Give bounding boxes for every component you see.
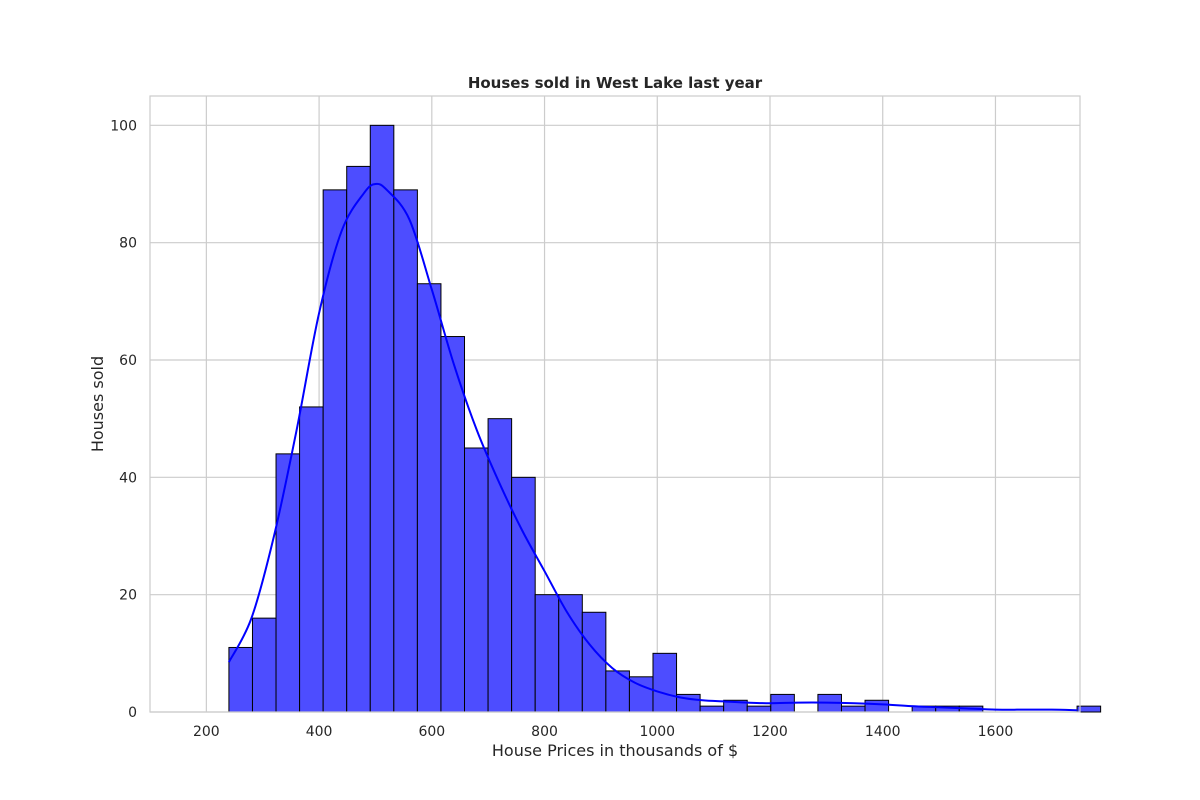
histogram-bar <box>558 594 583 713</box>
histogram-bar <box>581 611 607 713</box>
histogram-bar <box>299 406 324 713</box>
histogram-bar <box>487 418 513 713</box>
x-axis-ticks: 200 400 600 800 1000 1200 1400 1600 <box>193 724 1013 740</box>
histogram-bar <box>440 336 466 713</box>
histogram-bar <box>534 594 560 713</box>
y-tick-label: 100 <box>110 118 137 134</box>
histogram-bar <box>699 705 725 713</box>
x-tick-label: 1600 <box>978 724 1014 740</box>
histogram-bar <box>393 189 418 713</box>
histogram-bar <box>1076 705 1102 713</box>
x-tick-label: 1200 <box>752 724 788 740</box>
histogram-bar <box>251 617 277 713</box>
kde-curve <box>228 182 1078 712</box>
histogram-bar <box>864 699 890 713</box>
histogram-bar <box>346 165 371 713</box>
histogram-bars <box>228 124 1102 713</box>
x-axis-label: House Prices in thousands of $ <box>492 741 738 760</box>
histogram-bar <box>511 476 536 713</box>
x-tick-label: 1000 <box>639 724 675 740</box>
histogram-bar <box>746 705 772 713</box>
histogram-bar <box>369 124 395 713</box>
x-tick-label: 400 <box>306 724 333 740</box>
histogram-bar <box>840 705 866 713</box>
y-tick-label: 60 <box>119 353 137 369</box>
y-tick-label: 20 <box>119 588 137 604</box>
x-tick-label: 600 <box>418 724 445 740</box>
y-axis-ticks: 0 20 40 60 80 100 <box>110 118 137 721</box>
histogram-bar <box>275 453 301 713</box>
x-tick-label: 800 <box>531 724 558 740</box>
histogram-bar <box>464 447 489 713</box>
plot-frame <box>149 95 1081 713</box>
x-tick-label: 1400 <box>865 724 901 740</box>
x-tick-label: 200 <box>193 724 220 740</box>
histogram-bar <box>416 283 442 713</box>
chart-title: Houses sold in West Lake last year <box>468 74 763 92</box>
histogram-bar <box>652 652 678 713</box>
y-tick-label: 80 <box>119 236 137 252</box>
histogram-bar <box>322 189 348 713</box>
y-tick-label: 40 <box>119 470 137 486</box>
y-axis-label: Houses sold <box>88 356 107 452</box>
y-tick-label: 0 <box>128 705 137 721</box>
